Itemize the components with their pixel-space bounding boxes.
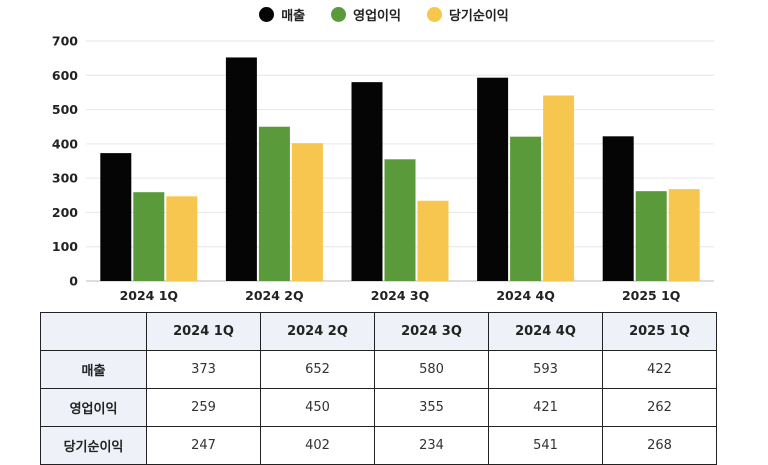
x-tick-label: 2024 3Q — [371, 288, 429, 303]
table-cell: 247 — [146, 426, 261, 465]
table-column-header: 2024 4Q — [488, 312, 603, 351]
x-tick-label: 2025 1Q — [622, 288, 680, 303]
table-cell: 262 — [602, 388, 717, 427]
y-tick-label: 700 — [52, 34, 78, 49]
table-corner-cell — [40, 312, 147, 351]
legend-label-net-income: 당기순이익 — [448, 9, 509, 24]
table-column-header: 2024 1Q — [146, 312, 261, 351]
table-column-header: 2025 1Q — [602, 312, 717, 351]
bar-revenue — [351, 82, 383, 282]
y-tick-label: 300 — [52, 171, 78, 186]
y-tick-label: 200 — [52, 205, 78, 220]
legend-label-revenue: 매출 — [281, 9, 306, 24]
bar-operating-profit — [384, 159, 416, 281]
legend-item-revenue: 매출 — [259, 5, 305, 24]
table-header-row: 2024 1Q 2024 2Q 2024 3Q 2024 4Q 2025 1Q — [40, 312, 717, 351]
y-tick-label: 400 — [52, 136, 78, 151]
data-table: 2024 1Q 2024 2Q 2024 3Q 2024 4Q 2025 1Q … — [40, 312, 717, 465]
y-tick-label: 100 — [52, 239, 78, 254]
x-tick-label: 2024 1Q — [120, 288, 178, 303]
table-cell: 593 — [488, 350, 603, 389]
bar-operating-profit — [635, 191, 667, 281]
bar-operating-profit — [258, 126, 290, 281]
legend-swatch-operating-profit — [331, 7, 347, 22]
bar-net-income — [166, 196, 198, 281]
table-cell: 268 — [602, 426, 717, 465]
legend-swatch-net-income — [426, 7, 442, 22]
table-cell: 580 — [374, 350, 489, 389]
x-tick-label: 2024 2Q — [245, 288, 303, 303]
table-cell: 259 — [146, 388, 261, 427]
table-cell: 450 — [260, 388, 375, 427]
table-cell: 421 — [488, 388, 603, 427]
y-tick-label: 500 — [52, 102, 78, 117]
table-row-label: 영업이익 — [40, 388, 147, 427]
legend-item-operating-profit: 영업이익 — [331, 5, 401, 24]
table-column-header: 2024 2Q — [260, 312, 375, 351]
table-row-revenue: 매출 373 652 580 593 422 — [40, 350, 717, 389]
table-cell: 373 — [146, 350, 261, 389]
bar-chart: 0 100 200 300 400 500 600 700 2024 1Q 2024 2Q 2024… — [52, 34, 714, 303]
y-tick-label: 600 — [52, 68, 78, 83]
bar-operating-profit — [133, 192, 165, 281]
table-row-label: 매출 — [40, 350, 147, 389]
bar-revenue — [225, 57, 257, 282]
bar-net-income — [543, 95, 575, 281]
y-tick-label: 0 — [69, 274, 78, 289]
table-cell: 541 — [488, 426, 603, 465]
table-row-label: 당기순이익 — [40, 426, 147, 465]
table-row-net-income: 당기순이익 247 402 234 541 268 — [40, 426, 717, 465]
legend-item-net-income: 당기순이익 — [426, 5, 509, 24]
table-cell: 355 — [374, 388, 489, 427]
bar-revenue — [477, 77, 509, 281]
table-cell: 422 — [602, 350, 717, 389]
table-row-operating-profit: 영업이익 259 450 355 421 262 — [40, 388, 717, 427]
table-column-header: 2024 3Q — [374, 312, 489, 351]
legend-swatch-revenue — [259, 7, 275, 22]
bar-net-income — [417, 200, 449, 281]
bar-net-income — [668, 189, 700, 281]
table-cell: 234 — [374, 426, 489, 465]
bar-revenue — [602, 136, 634, 281]
legend-label-operating-profit: 영업이익 — [353, 9, 401, 24]
x-tick-label: 2024 4Q — [496, 288, 554, 303]
table-cell: 652 — [260, 350, 375, 389]
table-cell: 402 — [260, 426, 375, 465]
bar-net-income — [291, 143, 323, 281]
bar-revenue — [100, 153, 132, 281]
bar-operating-profit — [510, 136, 542, 281]
chart-legend: 매출 영업이익 당기순이익 — [0, 5, 768, 24]
